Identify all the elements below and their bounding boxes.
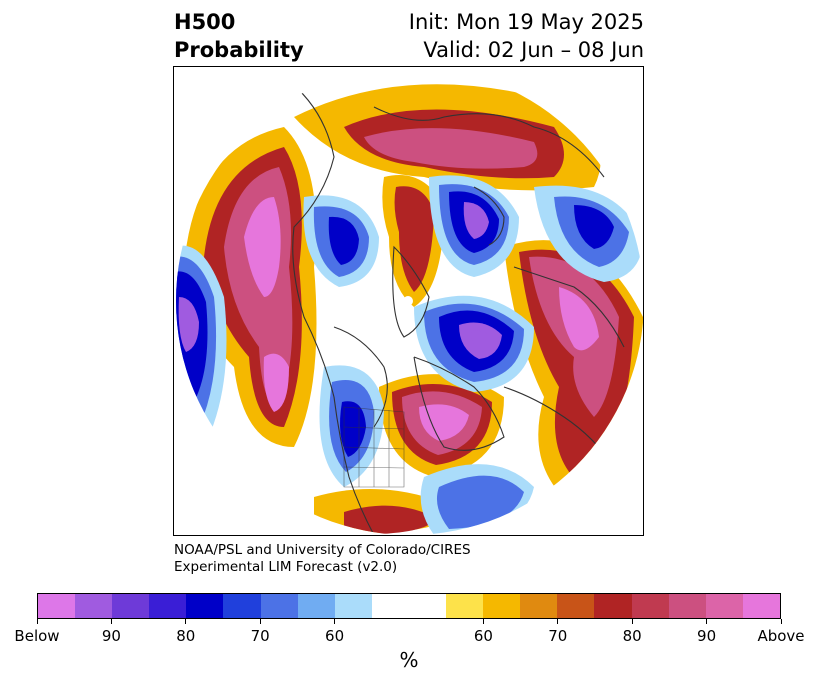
colorbar-segment [371, 594, 409, 618]
colorbar-unit: % [399, 648, 419, 672]
chart-dates: Init: Mon 19 May 2025 Valid: 02 Jun – 08… [409, 8, 644, 64]
credit-line-1: NOAA/PSL and University of Colorado/CIRE… [174, 542, 471, 558]
colorbar-tick [259, 619, 261, 624]
chart-title: H500 Probability [174, 8, 304, 64]
title-quantity: Probability [174, 38, 304, 62]
colorbar-tick [334, 619, 336, 624]
colorbar-tick-label: 80 [176, 627, 196, 645]
colorbar-segment [223, 594, 261, 618]
colorbar-segment [75, 594, 113, 618]
init-date: Init: Mon 19 May 2025 [408, 10, 644, 34]
colorbar-tick [185, 619, 187, 624]
colorbar-segment [668, 594, 706, 618]
colorbar-segment [557, 594, 595, 618]
anomaly-above-west [184, 127, 317, 447]
credit-text: NOAA/PSL and University of Colorado/CIRE… [174, 542, 471, 576]
colorbar-segment [631, 594, 669, 618]
colorbar-tick-label: 80 [622, 627, 642, 645]
colorbar-segment [408, 594, 447, 618]
anomaly-below-canada [303, 195, 379, 287]
anomaly-below-southwest [319, 365, 384, 487]
anomaly-above-center [379, 374, 504, 477]
colorbar-tick-label: 90 [697, 627, 717, 645]
title-variable: H500 [174, 10, 236, 34]
colorbar-segment [260, 594, 298, 618]
colorbar-tick [110, 619, 112, 624]
colorbar-tick [706, 619, 708, 624]
colorbar-tick [557, 619, 559, 624]
forecast-map [173, 66, 644, 536]
probability-field [176, 67, 643, 535]
polar-map-svg [176, 67, 643, 535]
anomaly-below-south [420, 464, 534, 535]
valid-range: Valid: 02 Jun – 08 Jun [423, 38, 644, 62]
colorbar-tick-label: 70 [250, 627, 270, 645]
anomaly-below-barents [429, 175, 519, 277]
colorbar-segment [38, 594, 76, 618]
anomaly-above-north [294, 84, 601, 191]
colorbar-segment [149, 594, 187, 618]
credit-line-2: Experimental LIM Forecast (v2.0) [174, 559, 398, 575]
graticule-grid [343, 406, 405, 488]
anomaly-below-central [414, 295, 534, 392]
colorbar-segment [594, 594, 632, 618]
colorbar-tick-label: 60 [325, 627, 345, 645]
colorbar-tick [631, 619, 633, 624]
anomaly-below-west [176, 245, 227, 447]
colorbar-segment [742, 594, 780, 618]
colorbar-tick [36, 619, 38, 624]
colorbar [37, 593, 781, 619]
colorbar-segment [112, 594, 150, 618]
anomaly-above-greenland [382, 175, 444, 307]
colorbar-segment [483, 594, 521, 618]
anomaly-above-south [314, 489, 455, 535]
colorbar-tick-label: 90 [101, 627, 121, 645]
colorbar-tick [482, 619, 484, 624]
coastlines [283, 76, 625, 535]
colorbar-tick-label: 60 [473, 627, 493, 645]
colorbar-tick-label: Above [757, 627, 805, 645]
anomaly-below-east [534, 185, 643, 282]
colorbar-segment [446, 594, 484, 618]
colorbar-segment [297, 594, 335, 618]
colorbar-segment [705, 594, 743, 618]
colorbar-tick-label: 70 [548, 627, 568, 645]
colorbar-tick [780, 619, 782, 624]
colorbar-segment [334, 594, 372, 618]
colorbar-segment [186, 594, 224, 618]
colorbar-segment [520, 594, 558, 618]
colorbar-tick-label: Below [14, 627, 60, 645]
